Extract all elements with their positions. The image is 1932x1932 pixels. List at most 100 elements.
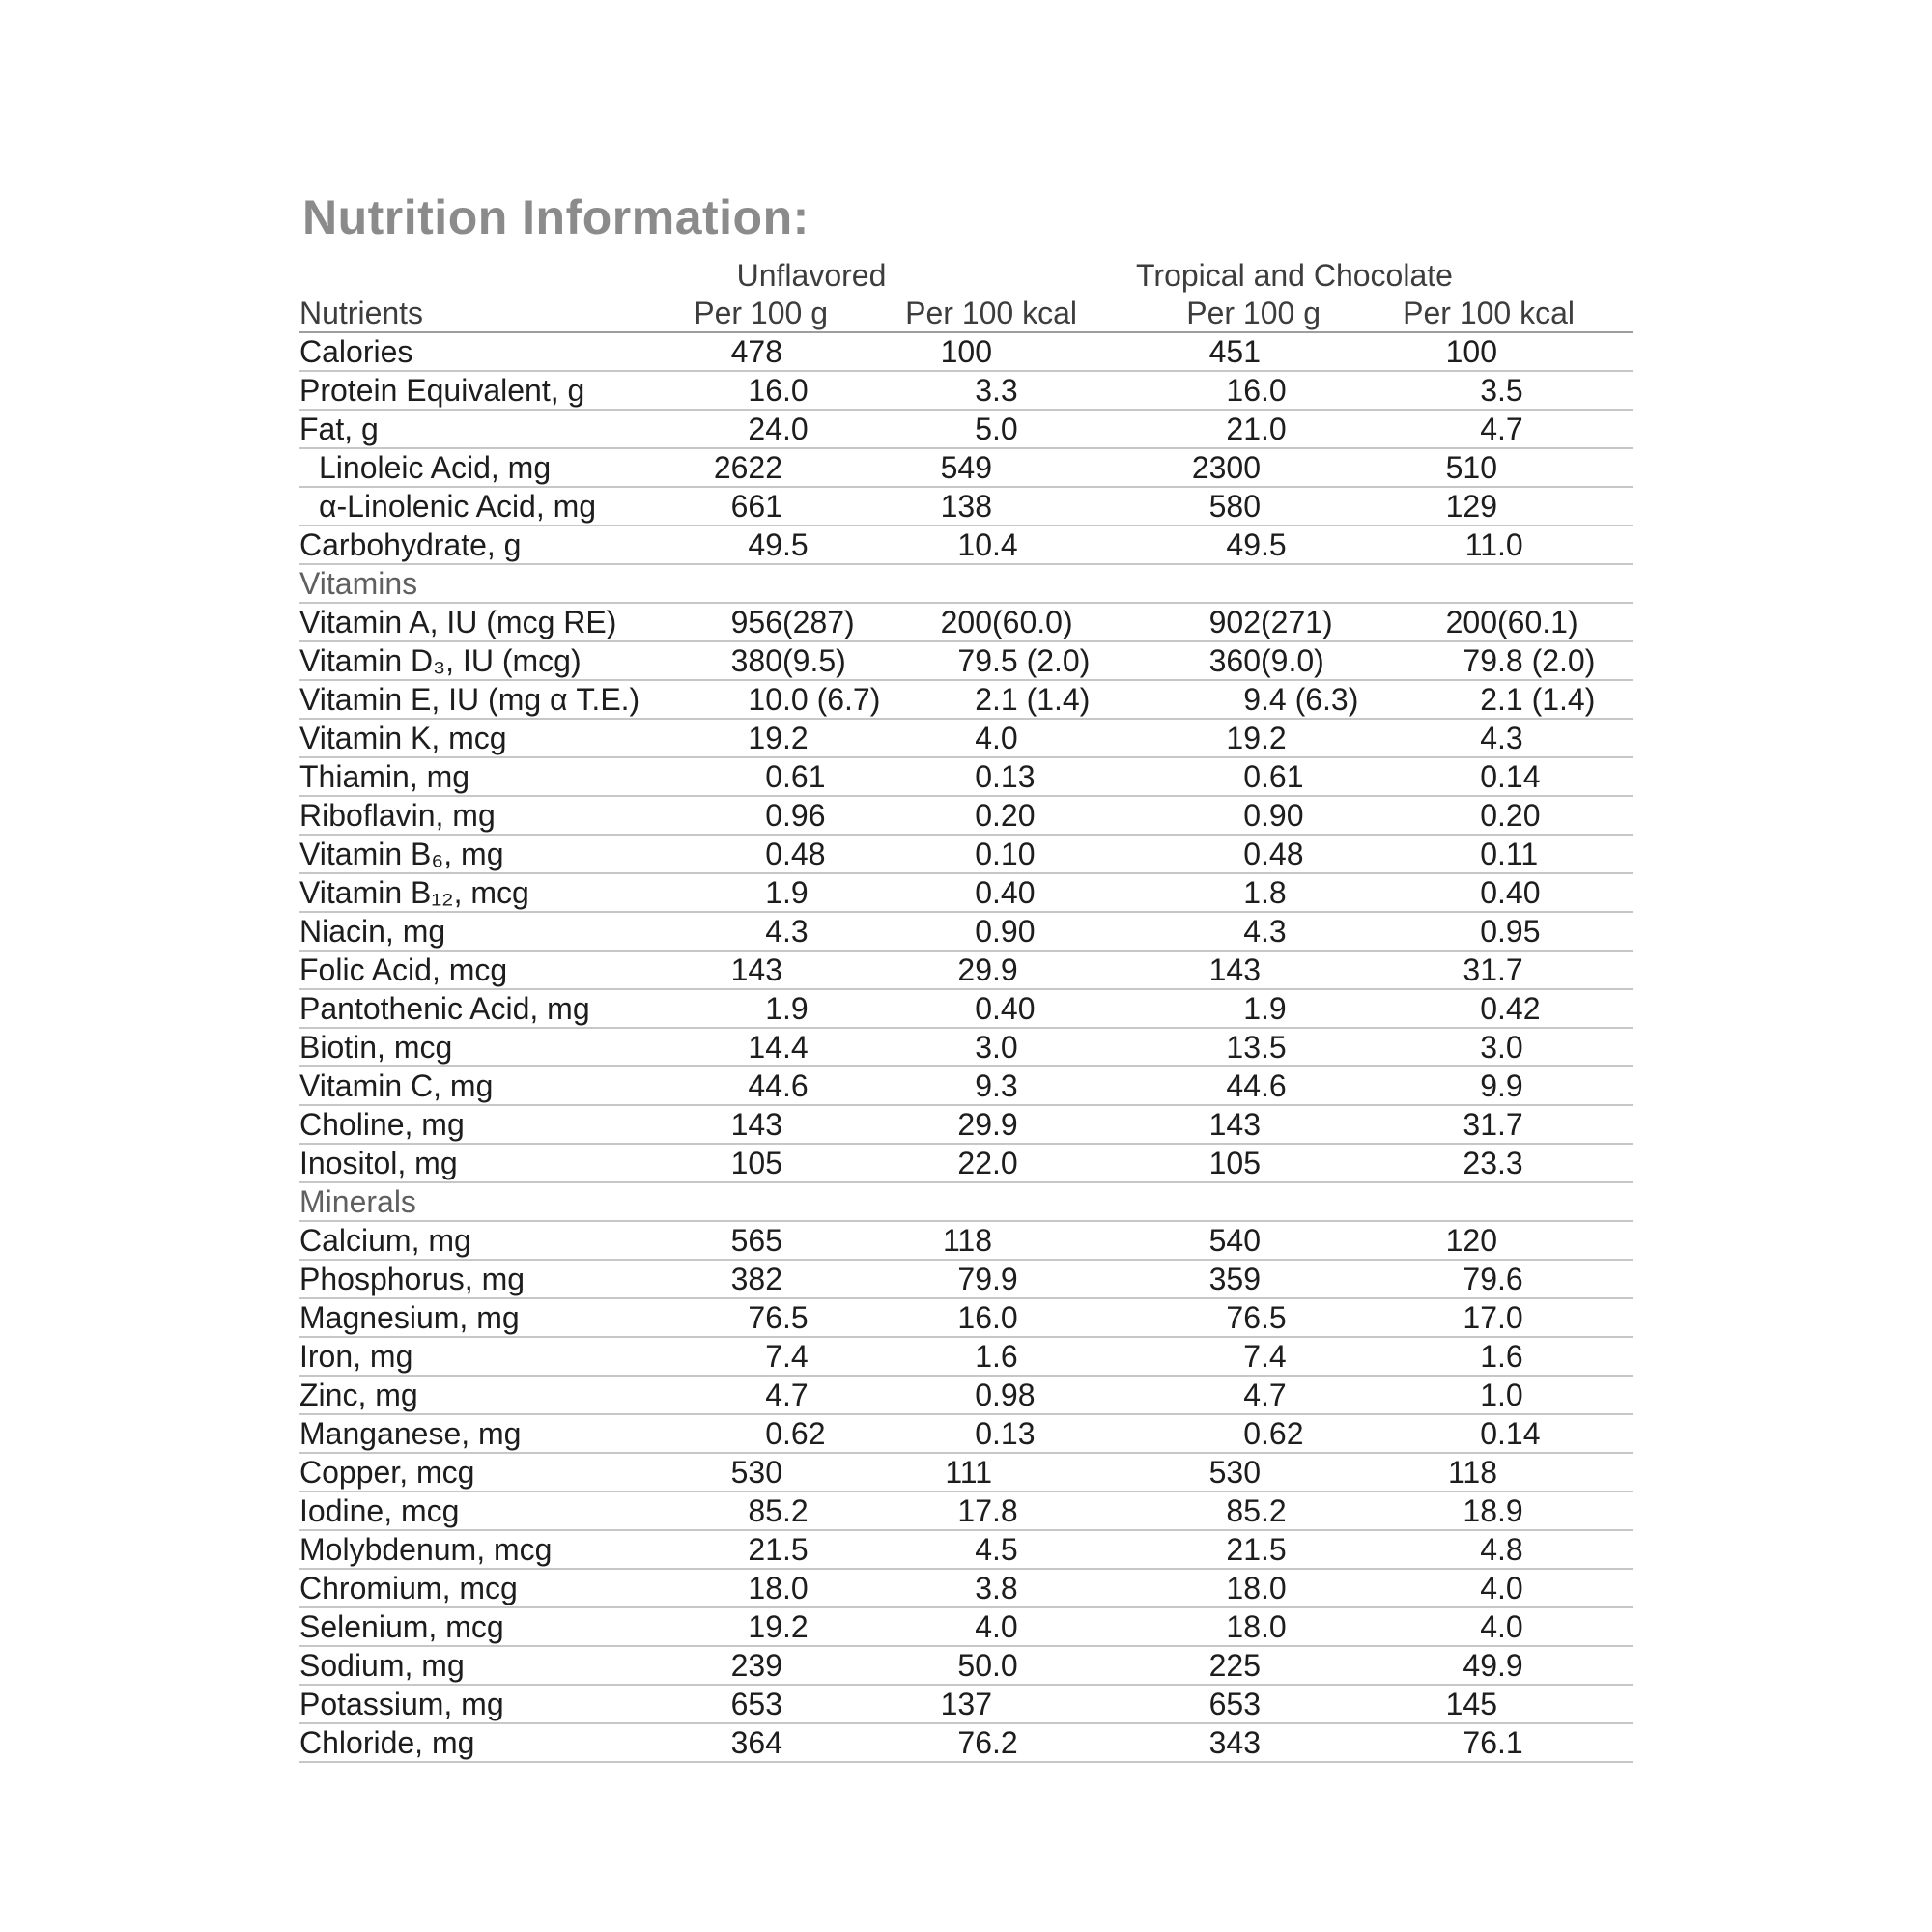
value-cell: 653 xyxy=(730,1687,782,1721)
value-cell: 16.0 xyxy=(748,373,809,408)
value-cell: 31.7 xyxy=(1463,952,1523,987)
value-cell: 137 xyxy=(940,1687,992,1721)
value-cell: 10.0 (6.7) xyxy=(748,682,881,717)
row-label: Vitamin A, IU (mcg RE) xyxy=(299,605,617,639)
table-row: Molybdenum, mcg 21.5 4.5 21.5 4.8 xyxy=(299,1531,1633,1570)
value-cell: 9.9 xyxy=(1480,1068,1523,1103)
value-cell: 10.4 xyxy=(957,527,1018,562)
table-row: Manganese, mg 0.62 0.13 0.62 0.14 xyxy=(299,1415,1633,1454)
value-cell: 2300 xyxy=(1191,450,1261,485)
value-cell: 359 xyxy=(1208,1262,1261,1296)
value-cell: 0.62 xyxy=(1243,1416,1304,1451)
table-row: Chromium, mcg 18.0 3.8 18.0 4.0 xyxy=(299,1570,1633,1608)
value-cell: 100 xyxy=(940,334,992,369)
value-cell: 129 xyxy=(1445,489,1497,524)
value-cell: 1.6 xyxy=(1480,1339,1523,1374)
row-label: Inositol, mg xyxy=(299,1146,458,1180)
value-cell: 18.0 xyxy=(748,1571,809,1605)
table-row: Vitamin A, IU (mcg RE) 956 (287) 200 (60.0… xyxy=(299,604,1633,642)
value-cell: 17.8 xyxy=(957,1493,1018,1528)
value-cell: 478 xyxy=(730,334,782,369)
value-cell: 138 xyxy=(940,489,992,524)
table-row: Vitamin D₃, IU (mcg) 380 (9.5) 79.5 (2.0) 3… xyxy=(299,642,1633,681)
column-header-per-100kcal-tropical: Per 100 kcal xyxy=(1403,296,1575,330)
value-cell: 0.98 xyxy=(975,1378,1036,1412)
value-cell: 653 xyxy=(1208,1687,1261,1721)
value-cell: 0.48 xyxy=(1243,837,1304,871)
row-label: Vitamin E, IU (mg α T.E.) xyxy=(299,682,640,717)
table-row: Pantothenic Acid, mg 1.9 0.40 1.9 0.42 xyxy=(299,990,1633,1029)
value-cell: 4.0 xyxy=(1480,1609,1523,1644)
table-row: Folic Acid, mcg 143 29.9 143 31.7 xyxy=(299,952,1633,990)
row-label: Carbohydrate, g xyxy=(299,527,522,562)
nutrition-table: Unflavored Tropical and Chocolate Nutrie… xyxy=(299,256,1633,1763)
row-label: Chromium, mcg xyxy=(299,1571,518,1605)
value-cell: 3.0 xyxy=(975,1030,1018,1065)
table-row: Fat, g 24.0 5.0 21.0 4.7 xyxy=(299,411,1633,449)
value-cell: 19.2 xyxy=(748,1609,809,1644)
value-cell: 0.62 xyxy=(765,1416,826,1451)
table-row: Phosphorus, mg 382 79.9 359 79.6 xyxy=(299,1261,1633,1299)
value-cell: 14.4 xyxy=(748,1030,809,1065)
row-label: Riboflavin, mg xyxy=(299,798,496,833)
section-label: Minerals xyxy=(299,1184,416,1219)
row-label: Iron, mg xyxy=(299,1339,413,1374)
value-cell: 13.5 xyxy=(1226,1030,1287,1065)
value-cell: 4.3 xyxy=(1243,914,1287,949)
value-cell: 1.0 xyxy=(1480,1378,1523,1412)
value-cell: 9.3 xyxy=(975,1068,1018,1103)
value-cell: 29.9 xyxy=(957,1107,1018,1142)
value-cell: 0.61 xyxy=(765,759,826,794)
value-cell: 0.90 xyxy=(975,914,1036,949)
value-cell: 580 xyxy=(1208,489,1261,524)
row-label: Fat, g xyxy=(299,412,379,446)
table-row: Calories 478 100 451 100 xyxy=(299,333,1633,372)
value-cell: 143 xyxy=(1208,1107,1261,1142)
row-label: Biotin, mcg xyxy=(299,1030,453,1065)
value-cell: 50.0 xyxy=(957,1648,1018,1683)
value-cell: 0.40 xyxy=(975,991,1036,1026)
value-cell: 7.4 xyxy=(765,1339,809,1374)
value-cell: 21.5 xyxy=(1226,1532,1287,1567)
table-row: Sodium, mg 239 50.0 225 49.9 xyxy=(299,1647,1633,1686)
value-cell: 76.5 xyxy=(748,1300,809,1335)
flavor-group-header-row: Unflavored Tropical and Chocolate xyxy=(299,256,1633,295)
row-label: Pantothenic Acid, mg xyxy=(299,991,590,1026)
table-row: Iodine, mcg 85.2 17.8 85.2 18.9 xyxy=(299,1492,1633,1531)
value-cell: 0.14 xyxy=(1480,759,1541,794)
value-cell: 105 xyxy=(730,1146,782,1180)
table-row: Chloride, mg 364 76.2 343 76.1 xyxy=(299,1724,1633,1763)
value-cell: 956 (287) xyxy=(730,605,855,639)
table-row: Inositol, mg 105 22.0 105 23.3 xyxy=(299,1145,1633,1183)
group-header-unflavored: Unflavored xyxy=(736,258,887,293)
row-label: Calories xyxy=(299,334,413,369)
value-cell: 85.2 xyxy=(1226,1493,1287,1528)
value-cell: 0.90 xyxy=(1243,798,1304,833)
value-cell: 21.0 xyxy=(1226,412,1287,446)
value-cell: 1.9 xyxy=(765,991,809,1026)
value-cell: 0.40 xyxy=(1480,875,1541,910)
table-row: Vitamin K, mcg 19.2 4.0 19.2 4.3 xyxy=(299,720,1633,758)
row-label: Copper, mcg xyxy=(299,1455,475,1490)
value-cell: 360 (9.0) xyxy=(1208,643,1324,678)
row-label: Sodium, mg xyxy=(299,1648,465,1683)
value-cell: 143 xyxy=(730,952,782,987)
row-label: Phosphorus, mg xyxy=(299,1262,526,1296)
value-cell: 0.13 xyxy=(975,1416,1036,1451)
value-cell: 530 xyxy=(730,1455,782,1490)
value-cell: 79.9 xyxy=(957,1262,1018,1296)
value-cell: 49.5 xyxy=(1226,527,1287,562)
value-cell: 118 xyxy=(942,1223,992,1258)
table-row: Potassium, mg 653 137 653 145 xyxy=(299,1686,1633,1724)
value-cell: 18.0 xyxy=(1226,1571,1287,1605)
section-label: Vitamins xyxy=(299,566,418,601)
table-row: Vitamin B₁₂, mcg 1.9 0.40 1.8 0.40 xyxy=(299,874,1633,913)
table-row: Copper, mcg 530 111 530 118 xyxy=(299,1454,1633,1492)
value-cell: 0.13 xyxy=(975,759,1036,794)
value-cell: 143 xyxy=(1208,952,1261,987)
section-header-row: Minerals xyxy=(299,1183,1633,1222)
value-cell: 0.10 xyxy=(975,837,1036,871)
table-row: Niacin, mg 4.3 0.90 4.3 0.95 xyxy=(299,913,1633,952)
row-label: Niacin, mg xyxy=(299,914,446,949)
